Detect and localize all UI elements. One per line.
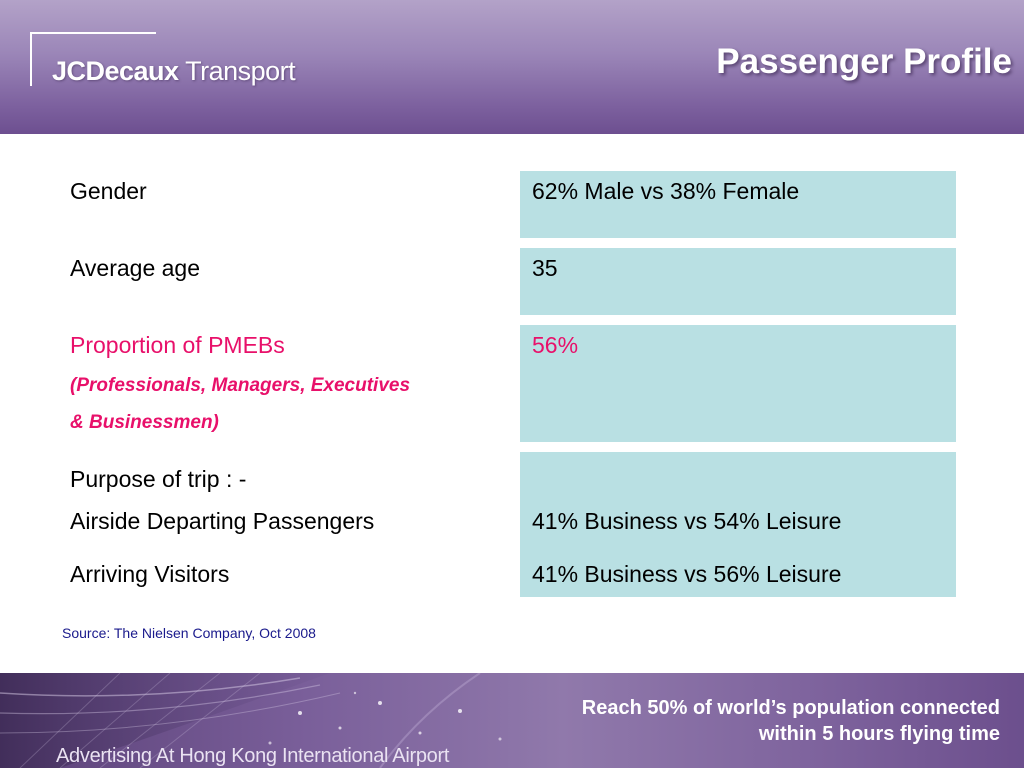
airside-departing-value: 41% Business vs 54% Leisure xyxy=(532,508,842,534)
footer-message-line2: within 5 hours flying time xyxy=(758,723,1000,745)
page-title: Passenger Profile xyxy=(716,42,1012,81)
footer-banner: Advertising At Hong Kong International A… xyxy=(0,673,1024,768)
pmebs-value-cell xyxy=(520,325,956,442)
header-banner: JCDecaux Transport Passenger Profile xyxy=(0,0,1024,134)
airside-departing-label: Airside Departing Passengers xyxy=(70,508,375,534)
pmebs-value: 56% xyxy=(532,332,579,358)
logo-brand: JCDecaux xyxy=(52,56,179,86)
gender-value: 62% Male vs 38% Female xyxy=(532,178,800,204)
gender-value-cell xyxy=(520,171,956,238)
source-note: Source: The Nielsen Company, Oct 2008 xyxy=(62,625,316,641)
age-value-cell xyxy=(520,248,956,315)
arriving-visitors-value: 41% Business vs 56% Leisure xyxy=(532,561,842,587)
age-value: 35 xyxy=(532,255,558,281)
footer-message-line1: Reach 50% of world’s population connecte… xyxy=(581,697,1000,719)
age-label: Average age xyxy=(70,255,201,281)
footer-tagline: Advertising At Hong Kong International A… xyxy=(56,745,450,767)
purpose-label: Purpose of trip : - xyxy=(70,466,247,492)
logo-bracket xyxy=(30,32,156,86)
arriving-visitors-label: Arriving Visitors xyxy=(70,561,230,587)
pmebs-definition-line1: (Professionals, Managers, Executives xyxy=(70,375,411,396)
purpose-value-cell xyxy=(520,452,956,597)
pmebs-definition-line2: & Businessmen) xyxy=(70,412,219,433)
logo-division: Transport xyxy=(178,56,296,86)
footer-message: Reach 50% of world’s population connecte… xyxy=(582,695,1000,747)
airport-roof-graphic xyxy=(0,673,502,768)
pmebs-label: Proportion of PMEBs xyxy=(70,332,285,358)
gender-label: Gender xyxy=(70,178,147,204)
jcdecaux-logo: JCDecaux Transport xyxy=(52,56,296,87)
